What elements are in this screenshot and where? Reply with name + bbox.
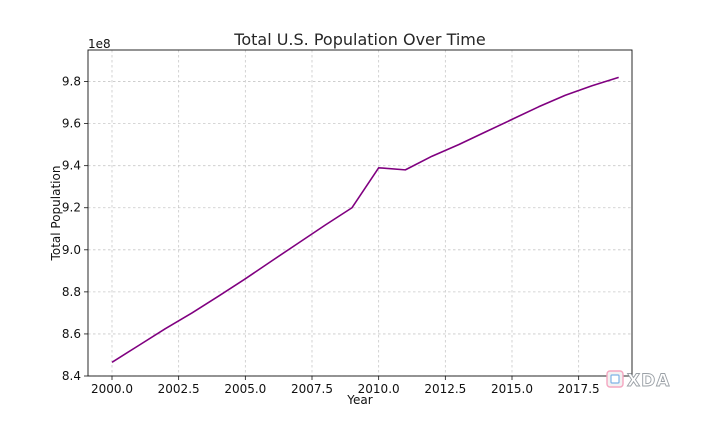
axes: 2000.0 2002.5 2005.0 2007.5 2010.0 2012.5 2015… <box>62 49 633 396</box>
population-line <box>111 76 619 364</box>
x-tick-label: 2000.0 <box>91 382 133 396</box>
x-tick-label: 2010.0 <box>358 382 400 396</box>
y-tick-label: 8.8 <box>62 285 81 299</box>
x-tick-label: 2015.0 <box>491 382 533 396</box>
x-tick-label: 2005.0 <box>224 382 266 396</box>
x-tick-label: 2007.5 <box>291 382 333 396</box>
y-tick-label: 8.6 <box>62 327 81 341</box>
x-axis-label: Year <box>346 393 372 407</box>
y-tick-label: 9.8 <box>62 75 81 89</box>
y-tick-label: 9.2 <box>62 201 81 215</box>
watermark-text: XDA <box>627 371 670 391</box>
grid <box>88 50 632 377</box>
x-tick-label: 2017.5 <box>558 382 600 396</box>
y-tick-label: 9.0 <box>62 243 81 257</box>
chart-title: Total U.S. Population Over Time <box>233 30 485 49</box>
plot-frame <box>87 49 633 377</box>
x-tick-label: 2002.5 <box>158 382 200 396</box>
y-tick-label: 8.4 <box>62 369 81 383</box>
series-layer <box>111 76 619 364</box>
y-axis-offset-label: 1e8 <box>88 37 111 51</box>
xda-watermark: XDA <box>606 370 670 391</box>
x-tick-label: 2012.5 <box>424 382 466 396</box>
y-axis-label: Total Population <box>49 166 63 262</box>
y-tick-label: 9.6 <box>62 117 81 131</box>
xda-logo-icon <box>606 370 624 388</box>
y-tick-label: 9.4 <box>62 159 81 173</box>
